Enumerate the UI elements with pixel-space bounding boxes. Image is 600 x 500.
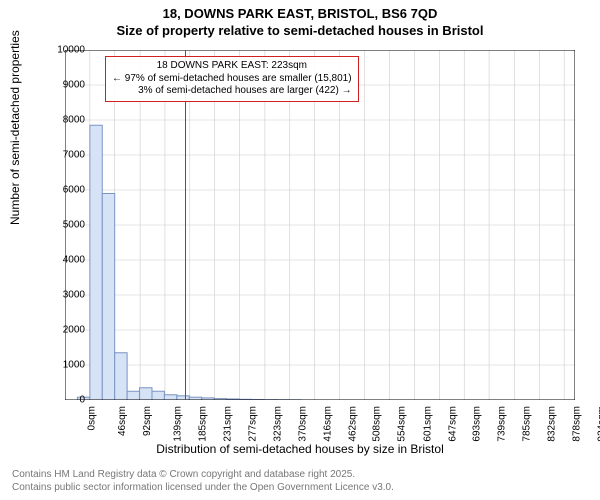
x-tick-label: 185sqm [198,406,209,442]
x-tick-label: 323sqm [272,406,283,442]
x-tick-label: 46sqm [117,406,128,436]
y-tick-label: 3000 [63,290,85,301]
y-tick-label: 9000 [63,80,85,91]
histogram-bar [127,391,139,400]
y-tick-label: 6000 [63,185,85,196]
footer: Contains HM Land Registry data © Crown c… [12,468,394,494]
x-tick-label: 554sqm [397,406,408,442]
histogram-plot [65,50,575,400]
x-tick-label: 739sqm [497,406,508,442]
histogram-bar [102,194,114,401]
y-tick-label: 1000 [63,360,85,371]
y-tick-label: 8000 [63,115,85,126]
title-line-1: 18, DOWNS PARK EAST, BRISTOL, BS6 7QD [0,6,600,23]
annotation-line-3: 3% of semi-detached houses are larger (4… [112,85,352,98]
x-tick-label: 832sqm [547,406,558,442]
x-tick-label: 139sqm [173,406,184,442]
x-tick-label: 508sqm [372,406,383,442]
title-line-2: Size of property relative to semi-detach… [0,23,600,40]
x-tick-label: 647sqm [447,406,458,442]
histogram-bar [140,388,152,400]
y-tick-label: 10000 [57,45,85,56]
x-tick-label: 231sqm [222,406,233,442]
annotation-box: 18 DOWNS PARK EAST: 223sqm ← 97% of semi… [105,56,359,102]
x-tick-label: 601sqm [422,406,433,442]
histogram-bar [115,353,127,400]
x-tick-label: 878sqm [572,406,583,442]
x-tick-label: 416sqm [322,406,333,442]
x-tick-label: 277sqm [247,406,258,442]
histogram-bar [177,396,189,400]
x-tick-label: 462sqm [347,406,358,442]
annotation-line-1: 18 DOWNS PARK EAST: 223sqm [112,60,352,73]
chart-container: 18, DOWNS PARK EAST, BRISTOL, BS6 7QD Si… [0,0,600,500]
x-axis-label: Distribution of semi-detached houses by … [0,442,600,456]
chart-area: 18 DOWNS PARK EAST: 223sqm ← 97% of semi… [65,50,575,400]
x-tick-label: 92sqm [142,406,153,436]
y-tick-label: 5000 [63,220,85,231]
histogram-bar [90,125,102,400]
histogram-bar [164,395,176,400]
y-axis-label: Number of semi-detached properties [8,30,22,225]
y-tick-label: 4000 [63,255,85,266]
x-tick-label: 785sqm [522,406,533,442]
title-block: 18, DOWNS PARK EAST, BRISTOL, BS6 7QD Si… [0,0,600,40]
footer-line-1: Contains HM Land Registry data © Crown c… [12,468,394,481]
annotation-line-2: ← 97% of semi-detached houses are smalle… [112,73,352,86]
histogram-bar [152,391,164,400]
x-tick-label: 693sqm [472,406,483,442]
x-tick-label: 370sqm [297,406,308,442]
x-tick-label: 0sqm [86,406,97,430]
y-tick-label: 2000 [63,325,85,336]
y-tick-label: 7000 [63,150,85,161]
y-tick-label: 0 [79,395,85,406]
marker-line [185,50,186,400]
footer-line-2: Contains public sector information licen… [12,481,394,494]
